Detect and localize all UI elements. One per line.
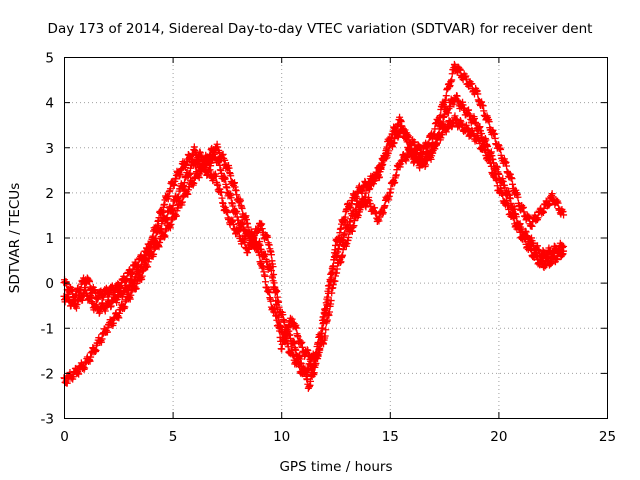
- data-point: [323, 293, 331, 301]
- x-tick-label: 20: [490, 429, 507, 445]
- data-point: [267, 251, 275, 259]
- chart-title: Day 173 of 2014, Sidereal Day-to-day VTE…: [48, 21, 593, 37]
- data-point: [321, 332, 329, 340]
- x-tick-label: 5: [169, 429, 178, 445]
- axes-layer: 0 5 10 15 20 25 -3 -2 -1 0 1 2 3 4 5: [41, 51, 617, 446]
- data-point: [255, 251, 263, 259]
- y-tick-label: 4: [45, 96, 54, 112]
- data-point: [267, 297, 275, 305]
- data-point: [560, 211, 568, 219]
- y-tick-label: -3: [41, 412, 54, 428]
- data-point: [442, 92, 450, 100]
- y-tick-label: 1: [45, 231, 54, 247]
- data-point: [270, 271, 278, 279]
- data-point: [329, 263, 337, 271]
- x-axis-label: GPS time / hours: [279, 459, 392, 475]
- data-point: [487, 162, 495, 170]
- y-tick-label: -1: [41, 321, 54, 337]
- data-series-3: [60, 60, 568, 379]
- data-point: [356, 206, 364, 214]
- data-point: [474, 90, 482, 98]
- data-point: [514, 193, 522, 201]
- data-point: [322, 326, 330, 334]
- x-tick-label: 0: [60, 429, 69, 445]
- y-tick-label: 0: [45, 276, 54, 292]
- data-point: [497, 146, 505, 154]
- data-point: [327, 297, 335, 305]
- x-tick-label: 25: [599, 429, 616, 445]
- data-point: [448, 76, 456, 84]
- data-point: [560, 247, 568, 255]
- x-tick-label: 10: [273, 429, 290, 445]
- x-tick-label: 15: [382, 429, 399, 445]
- data-layer: [60, 60, 568, 392]
- data-point: [269, 277, 277, 285]
- y-tick-label: 2: [45, 186, 54, 202]
- data-series-2: [60, 112, 568, 392]
- data-point: [322, 305, 330, 313]
- plot-frame: [64, 57, 608, 419]
- data-point: [436, 112, 444, 120]
- data-point: [318, 324, 326, 332]
- y-axis-label: SDTVAR / TECUs: [7, 183, 23, 293]
- y-tick-label: 3: [45, 141, 54, 157]
- data-point: [485, 118, 493, 126]
- data-point: [212, 172, 220, 180]
- y-tick-label: 5: [45, 51, 54, 67]
- y-tick-label: -2: [41, 366, 54, 382]
